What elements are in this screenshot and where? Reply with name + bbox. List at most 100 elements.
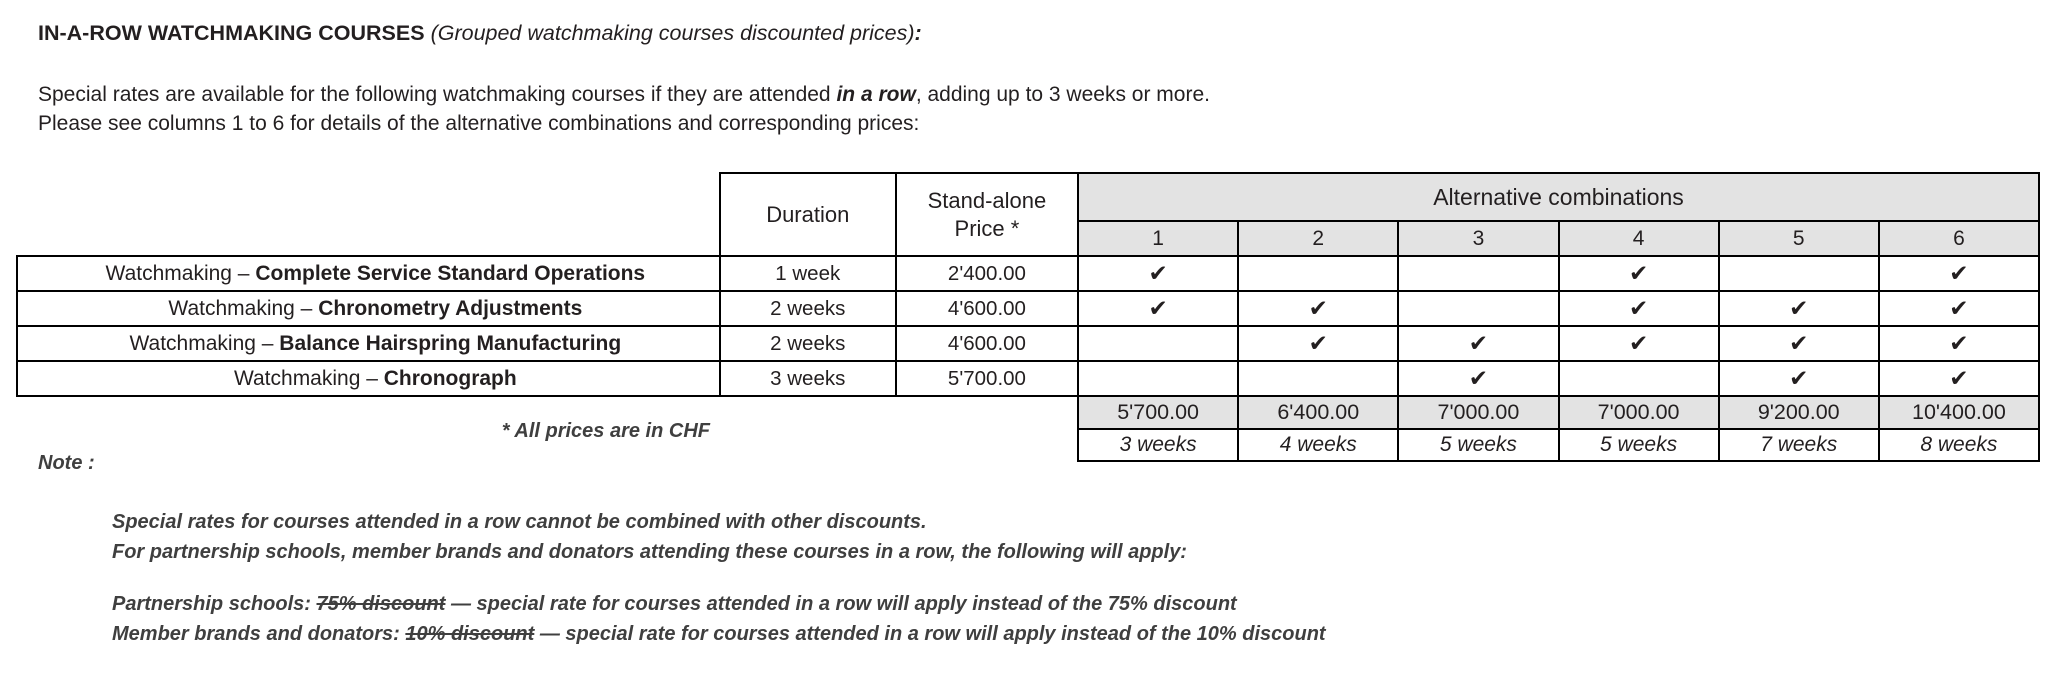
note-line-2: For partnership schools, member brands a… [112,541,1187,563]
total-weeks-6: 8 weeks [1877,428,2041,462]
page-title-subtitle: (Grouped watchmaking courses discounted … [430,21,915,45]
check-cell-r3c5: ✔ [1717,325,1880,362]
note-line-3-strikethrough: 75% discount [316,593,446,615]
course-price: 5'700.00 [894,360,1080,397]
pricing-table-head: Duration Stand-alone Price * Alternative… [17,172,2041,257]
total-weeks-4: 5 weeks [1557,428,1720,462]
table-row: Watchmaking – Chronometry Adjustments 2 … [16,290,2041,327]
spacer-duration [720,429,896,461]
course-prefix: Watchmaking – [129,331,280,355]
header-combination-6: 6 [1877,220,2041,257]
pricing-table: Duration Stand-alone Price * Alternative… [16,172,2041,462]
header-alternative-combinations: Alternative combinations [1077,172,2040,222]
header-duration: Duration [718,172,897,257]
check-cell-r1c4: ✔ [1557,255,1720,292]
header-standalone-price: Stand-alone Price * [894,172,1080,257]
note-label: Note : [38,452,95,474]
course-name-cell: Watchmaking – Chronometry Adjustments [16,290,721,327]
totals-price-row: 5'700.00 6'400.00 7'000.00 7'000.00 9'20… [17,395,2041,430]
check-cell-r2c4: ✔ [1557,290,1720,327]
check-cell-r2c6: ✔ [1877,290,2041,327]
course-title: Chronograph [383,366,517,390]
note-line-3-rest: — special rate for courses attended in a… [445,593,1237,615]
note-line-3: Partnership schools: 75% discount — spec… [112,589,1326,619]
total-weeks-5: 7 weeks [1717,428,1880,462]
check-cell-r3c6: ✔ [1877,325,2041,362]
course-name-cell: Watchmaking – Chronograph [16,360,721,397]
header-combination-4: 4 [1557,220,1720,257]
course-name-cell: Watchmaking – Balance Hairspring Manufac… [16,325,721,362]
intro-paragraph: Special rates are available for the foll… [38,80,2056,138]
intro-line-1-part-b: , adding up to 3 weeks or more. [915,83,1210,106]
pricing-table-container: Duration Stand-alone Price * Alternative… [16,172,2041,462]
pricing-table-body: Watchmaking – Complete Service Standard … [16,255,2041,462]
note-line-4: Member brands and donators: 10% discount… [112,619,1326,649]
note-spacer [112,567,1326,589]
total-weeks-3: 5 weeks [1397,428,1560,462]
check-cell-r2c2: ✔ [1237,290,1400,327]
course-duration: 2 weeks [718,325,897,362]
course-title: Balance Hairspring Manufacturing [279,331,622,355]
note-body: Special rates for courses attended in a … [112,507,1326,649]
table-row: Watchmaking – Balance Hairspring Manufac… [16,325,2041,362]
intro-line-1-part-a: Special rates are available for the foll… [38,83,837,106]
note-line-4-rest: — special rate for courses attended in a… [534,623,1326,645]
check-cell-r2c5: ✔ [1717,290,1880,327]
header-price-line-1: Stand-alone [927,187,1047,213]
check-cell-r4c3: ✔ [1397,360,1560,397]
header-blank-cell [17,173,720,256]
course-duration: 3 weeks [718,360,897,397]
course-prefix: Watchmaking – [233,366,384,390]
check-cell-r1c1: ✔ [1077,255,1240,292]
check-cell-r1c2 [1237,255,1400,292]
course-price: 4'600.00 [894,325,1080,362]
note-line-4-label: Member brands and donators: [112,623,406,645]
course-price: 4'600.00 [894,290,1080,327]
check-cell-r3c4: ✔ [1557,325,1720,362]
check-cell-r4c1 [1077,360,1240,397]
course-price: 2'400.00 [894,255,1080,292]
course-name-cell: Watchmaking – Complete Service Standard … [16,255,721,292]
course-prefix: Watchmaking – [105,261,256,285]
header-price-line-2: Price * [954,215,1020,241]
check-cell-r3c1 [1077,325,1240,362]
check-cell-r3c2: ✔ [1237,325,1400,362]
total-price-5: 9'200.00 [1717,395,1880,430]
header-combination-1: 1 [1077,220,1240,257]
course-duration: 1 week [718,255,897,292]
intro-line-2: Please see columns 1 to 6 for details of… [38,112,920,135]
table-row: Watchmaking – Complete Service Standard … [16,255,2041,292]
total-price-4: 7'000.00 [1557,395,1720,430]
check-cell-r2c1: ✔ [1077,290,1240,327]
total-price-1: 5'700.00 [1077,395,1240,430]
page-title-main: IN-A-ROW WATCHMAKING COURSES [38,21,425,45]
intro-line-1-emphasis: in a row [836,83,916,106]
check-cell-r1c3 [1397,255,1560,292]
course-title: Complete Service Standard Operations [255,261,646,285]
spacer-price [896,429,1078,461]
total-weeks-2: 4 weeks [1237,428,1400,462]
check-cell-r2c3 [1397,290,1560,327]
spacer-duration [720,396,896,429]
total-price-2: 6'400.00 [1237,395,1400,430]
course-duration: 2 weeks [718,290,897,327]
spacer-price [896,396,1078,429]
check-cell-r4c2 [1237,360,1400,397]
totals-duration-row: 3 weeks 4 weeks 5 weeks 5 weeks 7 weeks … [17,428,2041,462]
check-cell-r1c6: ✔ [1877,255,2041,292]
currency-footnote: * All prices are in CHF [501,420,710,442]
header-combination-2: 2 [1237,220,1400,257]
table-row: Watchmaking – Chronograph 3 weeks 5'700.… [16,360,2041,397]
intro-line-1: Special rates are available for the foll… [38,80,2056,109]
page-title-colon: : [914,21,922,45]
note-line-3-label: Partnership schools: [112,593,317,615]
check-cell-r4c4 [1557,360,1720,397]
header-combination-5: 5 [1717,220,1880,257]
total-price-6: 10'400.00 [1877,395,2041,430]
course-title: Chronometry Adjustments [318,296,583,320]
note-line-1: Special rates for courses attended in a … [112,511,927,533]
note-line-4-strikethrough: 10% discount [405,623,535,645]
check-cell-r4c5: ✔ [1717,360,1880,397]
check-cell-r3c3: ✔ [1397,325,1560,362]
